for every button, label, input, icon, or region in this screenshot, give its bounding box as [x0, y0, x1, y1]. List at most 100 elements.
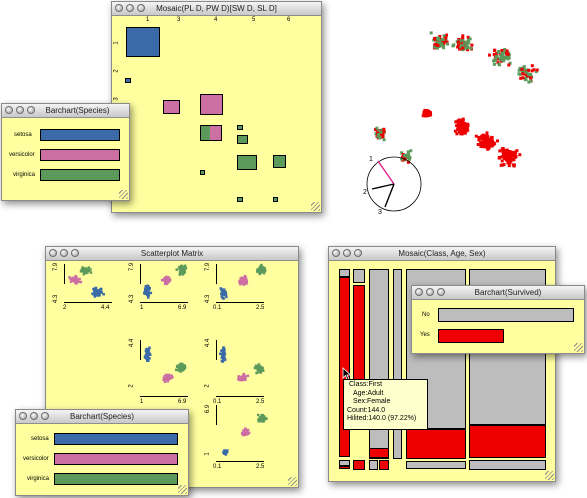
mosaic-tile[interactable] — [339, 460, 350, 466]
data-point — [506, 159, 510, 163]
mosaic-tile-versicolor[interactable] — [200, 94, 223, 115]
data-point — [500, 55, 504, 59]
barchart-species-window[interactable]: Barchart(Species) setosa versicolor virg… — [1, 103, 130, 201]
bar-setosa[interactable] — [40, 129, 120, 141]
minimize-button[interactable] — [343, 249, 351, 257]
mosaic-tile-virginica[interactable] — [237, 135, 248, 144]
data-point — [455, 124, 459, 128]
mosaic-tile[interactable] — [339, 269, 350, 277]
window-titlebar[interactable]: Barchart(Species) — [16, 410, 188, 424]
mosaic-tile[interactable] — [339, 466, 350, 469]
resize-grip[interactable] — [178, 485, 187, 494]
zoom-button[interactable] — [71, 249, 79, 257]
bar-setosa[interactable] — [54, 433, 178, 445]
data-point — [463, 131, 467, 135]
window-titlebar[interactable]: Barchart(Species) — [2, 104, 129, 118]
zoom-button[interactable] — [27, 106, 35, 114]
mosaic-tile[interactable] — [406, 461, 466, 469]
data-point — [512, 158, 516, 162]
zoom-button[interactable] — [41, 412, 49, 420]
data-point — [507, 56, 511, 60]
category-label: virginica — [13, 172, 36, 178]
window-titlebar[interactable]: Mosaic(Class, Age, Sex) — [329, 247, 555, 261]
data-point — [488, 144, 492, 148]
data-point — [479, 141, 483, 145]
close-button[interactable] — [415, 288, 423, 296]
bar-virginica[interactable] — [40, 169, 120, 181]
close-button[interactable] — [19, 412, 27, 420]
bar-versicolor[interactable] — [54, 453, 178, 465]
data-point — [246, 374, 250, 378]
resize-grip[interactable] — [288, 477, 297, 486]
minimize-button[interactable] — [126, 4, 134, 12]
data-point — [400, 157, 404, 161]
tick-label: 1 — [140, 305, 144, 311]
data-point — [438, 34, 442, 38]
mosaic-tile[interactable] — [369, 269, 389, 459]
close-button[interactable] — [5, 106, 13, 114]
data-point — [437, 40, 441, 43]
resize-grip[interactable] — [119, 190, 128, 199]
mosaic-tile[interactable] — [406, 429, 466, 459]
bar-versicolor[interactable] — [40, 149, 120, 161]
mosaic-tile[interactable] — [339, 277, 350, 457]
mosaic-tile-virginica[interactable] — [237, 155, 257, 170]
rotating-3d-plot[interactable]: 1 2 3 — [350, 0, 560, 215]
close-button[interactable] — [49, 249, 57, 257]
bar-virginica[interactable] — [54, 473, 178, 485]
mosaic-pl-pw-window[interactable]: Mosaic(PL D, PW D)[SW D, SL D] 1 3 4 5 6… — [111, 1, 322, 213]
mosaic-tile-virginica[interactable] — [273, 155, 286, 168]
zoom-button[interactable] — [137, 4, 145, 12]
mosaic-tile[interactable] — [469, 460, 546, 470]
window-title: Mosaic(Class, Age, Sex) — [398, 249, 486, 258]
data-point — [456, 40, 460, 44]
window-titlebar[interactable]: Barchart(Survived) — [412, 286, 584, 300]
mosaic-tile-setosa[interactable] — [125, 78, 131, 83]
minimize-button[interactable] — [16, 106, 24, 114]
mosaic-tile[interactable] — [393, 269, 402, 459]
data-point — [381, 135, 385, 138]
window-titlebar[interactable]: Scatterplot Matrix — [46, 247, 298, 261]
resize-grip[interactable] — [545, 471, 554, 480]
barchart-species-window-2[interactable]: Barchart(Species) setosa versicolor virg… — [15, 409, 189, 496]
minimize-button[interactable] — [60, 249, 68, 257]
data-point — [164, 280, 168, 283]
bar-no[interactable] — [438, 308, 574, 322]
data-point — [456, 45, 460, 49]
data-point — [221, 293, 225, 297]
bar-yes[interactable] — [438, 329, 504, 343]
data-point — [163, 380, 167, 383]
category-label: versicolor — [9, 152, 35, 158]
barchart-survived-window[interactable]: Barchart(Survived) No Yes — [411, 285, 585, 354]
mosaic-tile[interactable] — [469, 425, 546, 458]
resize-grip[interactable] — [311, 202, 320, 211]
zoom-button[interactable] — [354, 249, 362, 257]
mosaic-tile-mixed[interactable] — [200, 125, 222, 141]
zoom-button[interactable] — [437, 288, 445, 296]
mosaic-tile-virginica[interactable] — [237, 197, 243, 202]
data-point — [240, 376, 243, 380]
mosaic-tile[interactable] — [369, 448, 389, 458]
close-button[interactable] — [115, 4, 123, 12]
mosaic-class-age-sex-window[interactable]: Mosaic(Class, Age, Sex) Class:First Age:… — [328, 246, 556, 482]
minimize-button[interactable] — [426, 288, 434, 296]
window-titlebar[interactable]: Mosaic(PL D, PW D)[SW D, SL D] — [112, 2, 321, 16]
mosaic-tile[interactable] — [369, 460, 378, 470]
data-point — [177, 364, 181, 368]
data-point — [474, 134, 478, 138]
mosaic-tile-versicolor[interactable] — [163, 100, 180, 114]
mosaic-tile-virginica[interactable] — [273, 197, 278, 202]
mosaic-tile[interactable] — [353, 460, 365, 470]
data-point — [165, 275, 168, 279]
mosaic-tile-setosa[interactable] — [126, 27, 160, 57]
minimize-button[interactable] — [30, 412, 38, 420]
data-point — [501, 55, 505, 59]
data-point — [87, 269, 91, 273]
resize-grip[interactable] — [574, 343, 583, 352]
scatterplot-matrix-plots[interactable] — [46, 261, 298, 487]
mosaic-tile[interactable] — [353, 269, 365, 283]
close-button[interactable] — [332, 249, 340, 257]
mosaic-tile[interactable] — [379, 460, 389, 470]
mosaic-tile-virginica[interactable] — [237, 125, 243, 130]
mosaic-tile-virginica[interactable] — [200, 170, 205, 175]
